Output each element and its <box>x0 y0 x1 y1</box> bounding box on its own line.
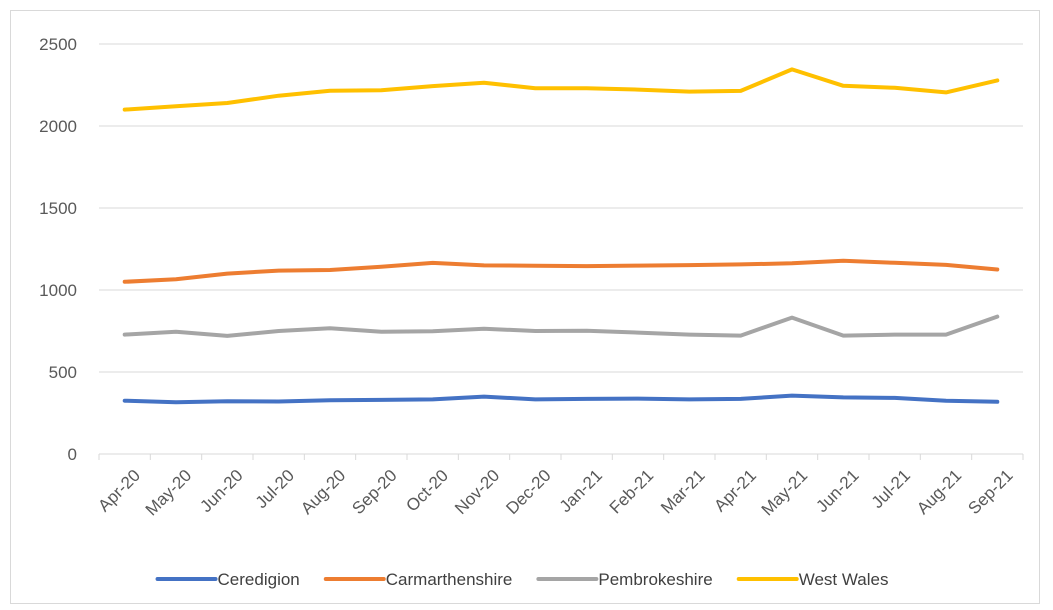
x-tick-label: Jun-21 <box>812 466 862 516</box>
x-tick-label: Jul-21 <box>868 466 914 512</box>
series-lines <box>122 67 1000 405</box>
x-tick-label: Feb-21 <box>606 466 658 518</box>
gridlines <box>99 43 1023 373</box>
y-tick-label: 1500 <box>39 199 77 218</box>
legend: Ceredigion Carmarthenshire Pembrokeshire We… <box>155 570 889 589</box>
x-tick-label: May-21 <box>758 466 812 520</box>
x-tick-label: Nov-20 <box>451 466 503 518</box>
x-tick-label: Dec-20 <box>502 466 554 518</box>
x-tick-label: Jan-21 <box>556 466 606 516</box>
x-tick-label: Apr-20 <box>94 466 144 516</box>
legend-label: Carmarthenshire <box>386 570 513 589</box>
x-tick-label: Aug-21 <box>913 466 965 518</box>
x-tick-label: Mar-21 <box>657 466 709 518</box>
legend-label: Pembrokeshire <box>598 570 712 589</box>
legend-item: Pembrokeshire <box>536 570 713 589</box>
chart-area: 0 500 1000 1500 2000 2500 Apr-20 May-20 Jun-20 J… <box>10 10 1040 604</box>
x-tick-label: Oct-20 <box>402 466 452 516</box>
y-tick-label: 500 <box>49 363 77 382</box>
legend-item: West Wales <box>736 570 889 589</box>
x-tick-label: Jun-20 <box>196 466 246 516</box>
series-line-west-wales <box>122 67 1000 112</box>
y-tick-label: 0 <box>68 445 77 464</box>
legend-item: Ceredigion <box>155 570 300 589</box>
x-tick-label: Sep-21 <box>964 466 1016 518</box>
x-tick-label: Apr-21 <box>710 466 760 516</box>
y-tick-label: 2000 <box>39 117 77 136</box>
legend-item: Carmarthenshire <box>323 570 513 589</box>
x-tick-label: May-20 <box>142 466 196 520</box>
x-tick-label: Sep-20 <box>348 466 400 518</box>
x-tick-label: Jul-20 <box>252 466 298 512</box>
x-axis <box>98 453 1024 460</box>
y-axis-tick-labels: 0 500 1000 1500 2000 2500 <box>39 35 77 464</box>
series-line-pembrokeshire <box>122 314 1000 338</box>
legend-label: Ceredigion <box>218 570 300 589</box>
series-line-ceredigion <box>122 393 1000 405</box>
legend-label: West Wales <box>799 570 889 589</box>
series-line-carmarthenshire <box>122 258 1000 284</box>
y-tick-label: 2500 <box>39 35 77 54</box>
x-tick-label: Aug-20 <box>297 466 349 518</box>
y-tick-label: 1000 <box>39 281 77 300</box>
